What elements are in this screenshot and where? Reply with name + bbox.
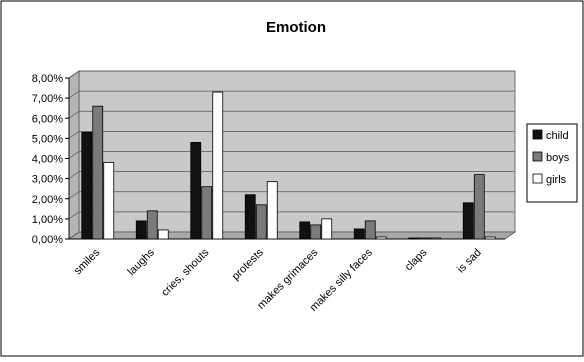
y-tick-label: 3,00%: [32, 174, 63, 186]
bar-child: [353, 228, 365, 240]
bar-boys: [473, 174, 485, 240]
bar-boys: [255, 204, 267, 240]
chart-title: Emotion: [266, 19, 326, 36]
bar-child: [190, 141, 202, 240]
bar-boys: [364, 220, 376, 240]
bar-girls: [103, 162, 115, 240]
y-tick-label: 8,00%: [32, 73, 63, 85]
bar-girls: [430, 237, 442, 240]
y-tick-label: 4,00%: [32, 154, 63, 166]
y-tick-label: 2,00%: [32, 194, 63, 206]
bar-girls: [321, 218, 333, 240]
legend-label-child: child: [546, 130, 569, 142]
bar-child: [244, 194, 256, 240]
legend-swatch-girls: [532, 173, 543, 184]
bar-girls: [266, 181, 278, 240]
legend-swatch-child: [532, 129, 543, 140]
bar-girls: [484, 236, 496, 240]
bar-boys: [92, 105, 104, 240]
gridline: [68, 211, 515, 220]
bar-child: [135, 220, 147, 240]
bar-boys: [419, 237, 431, 240]
bar-child: [299, 221, 311, 240]
gridline: [68, 70, 515, 79]
bar-girls: [375, 236, 387, 240]
bar-child: [462, 202, 474, 240]
y-tick-label: 7,00%: [32, 93, 63, 105]
bar-child: [408, 237, 420, 240]
bar-child: [81, 131, 93, 240]
bar-boys: [310, 224, 322, 240]
y-tick-label: 5,00%: [32, 133, 63, 145]
bar-boys: [146, 210, 158, 240]
bar-girls: [212, 91, 224, 240]
bar-girls: [157, 229, 169, 240]
gridline: [68, 171, 515, 179]
y-tick-label: 0,00%: [32, 234, 63, 246]
gridline: [68, 191, 515, 200]
legend-swatch-boys: [532, 151, 543, 162]
bar-boys: [201, 186, 213, 240]
legend-label-girls: girls: [546, 174, 567, 186]
gridline: [68, 151, 515, 159]
y-tick-label: 1,00%: [32, 214, 63, 226]
gridline: [68, 110, 515, 119]
y-tick-label: 6,00%: [32, 113, 63, 125]
legend: child boys girls: [526, 123, 578, 203]
gridline: [68, 131, 515, 139]
gridline: [68, 90, 515, 99]
legend-label-boys: boys: [546, 152, 570, 164]
